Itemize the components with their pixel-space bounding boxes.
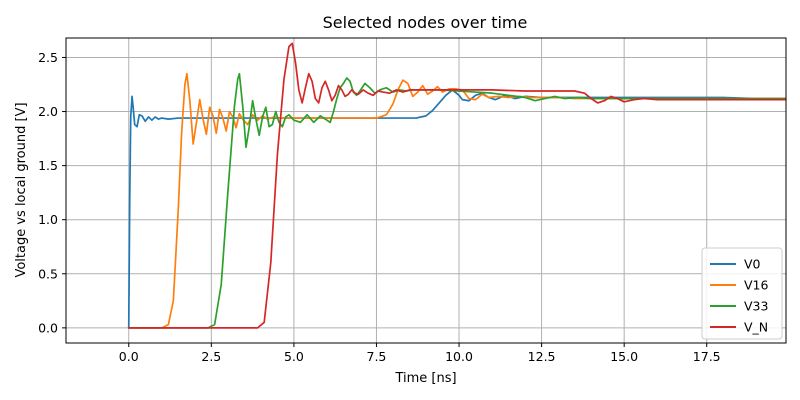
plot-frame: [65, 37, 787, 344]
x-tick-label: 5.0: [284, 349, 304, 364]
legend-label: V_N: [744, 320, 768, 335]
x-tick-label: 17.5: [693, 349, 721, 364]
legend-label: V16: [744, 278, 769, 293]
y-axis-label: Voltage vs local ground [V]: [14, 102, 29, 277]
axis-ticks: 0.0 2.5 5.0 7.5 10.0 12.5 15.0 17.5 0.0 0.5 1.0 1.5…: [38, 50, 721, 364]
grid: [66, 38, 786, 343]
y-tick-label: 2.0: [38, 104, 58, 119]
x-tick-label: 12.5: [528, 349, 556, 364]
x-tick-label: 0.0: [119, 349, 139, 364]
series-line-v33: [127, 72, 786, 329]
legend-label: V0: [744, 257, 761, 272]
series-line-v-n: [127, 42, 786, 329]
x-tick-label: 2.5: [201, 349, 221, 364]
legend-label: V33: [744, 299, 768, 314]
y-tick-label: 0.0: [38, 320, 58, 335]
legend: V0 V16 V33 V_N: [701, 247, 783, 340]
legend-box: [701, 247, 783, 340]
y-tick-label: 2.5: [38, 50, 58, 65]
series-layer: [127, 42, 786, 329]
x-axis-label: Time [ns]: [394, 371, 456, 386]
chart-title: Selected nodes over time: [323, 13, 528, 32]
x-tick-label: 10.0: [445, 349, 473, 364]
series-line-v16: [127, 72, 786, 329]
y-tick-label: 1.0: [38, 212, 58, 227]
x-tick-label: 7.5: [367, 349, 387, 364]
y-tick-label: 0.5: [38, 266, 58, 281]
y-tick-label: 1.5: [38, 158, 58, 173]
x-tick-label: 15.0: [610, 349, 638, 364]
